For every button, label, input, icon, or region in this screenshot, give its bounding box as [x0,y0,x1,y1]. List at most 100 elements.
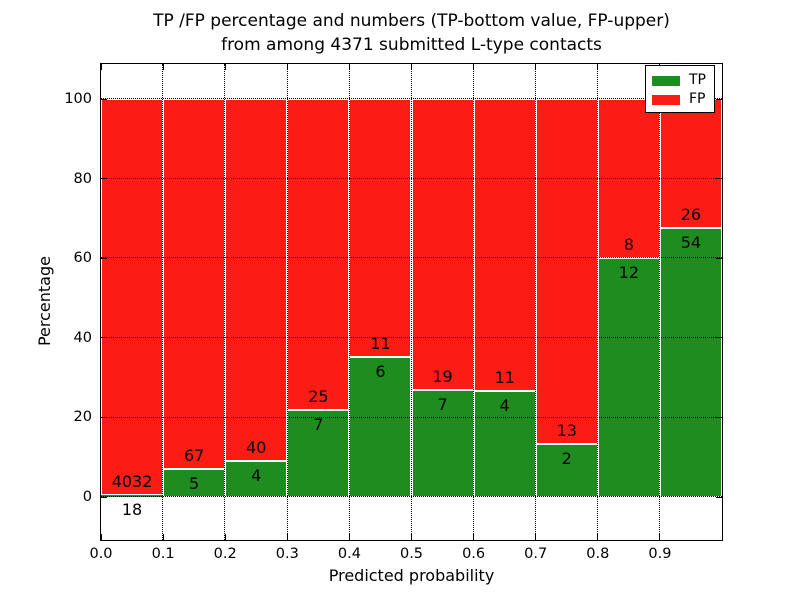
x-tick-mark [473,534,475,540]
fp-bar [411,99,474,390]
x-tick-label: 0.9 [648,546,672,562]
fp-bar [225,99,288,461]
x-tick-label: 0.1 [151,546,175,562]
h-gridline [101,337,722,339]
tp-bar [101,495,164,497]
y-tick-label: 100 [64,91,92,107]
x-tick-label: 0.6 [462,546,486,562]
x-axis-label: Predicted probability [328,566,495,585]
x-tick-mark [411,64,412,70]
x-tick-label: 0.7 [524,546,548,562]
y-tick-mark [101,496,107,498]
h-gridline [101,416,722,418]
v-gridline [286,64,288,540]
x-tick-mark [100,64,102,70]
tp-count-label: 7 [313,414,324,434]
tp-count-label: 6 [375,361,386,381]
x-tick-mark [224,64,226,70]
fp-count-label: 19 [432,366,453,386]
x-tick-mark [100,534,102,540]
fp-legend-swatch [652,94,680,105]
h-gridline [101,257,722,259]
x-tick-mark [535,534,537,540]
fp-bar [535,99,598,444]
v-gridline [472,64,474,540]
tp-count-label: 18 [121,500,143,520]
tp-count-label: 12 [618,263,640,283]
y-axis-label: Percentage [35,256,54,347]
x-tick-label: 0.5 [399,546,424,562]
fp-legend-label: FP [689,91,706,107]
x-tick-mark [162,64,164,70]
fp-bar [473,99,536,391]
x-tick-mark [659,534,661,540]
fp-count-label: 67 [183,446,205,466]
x-tick-mark [411,534,412,540]
fp-count-label: 11 [370,333,391,353]
fp-count-label: 40 [246,437,267,457]
h-gridline [101,98,722,100]
tp-count-label: 5 [189,474,200,494]
y-tick-label: 20 [73,409,92,426]
y-tick-mark [101,416,107,418]
x-tick-mark [224,534,226,540]
x-tick-label: 0.0 [89,546,113,562]
fp-bar [659,99,722,229]
x-tick-mark [473,64,475,70]
v-gridline [410,64,412,540]
tp-count-label: 4 [499,395,510,415]
chart-title: TP /FP percentage and numbers (TP-bottom… [100,9,723,57]
fp-bar [349,99,412,357]
v-gridline [348,64,350,540]
x-tick-label: 0.3 [275,546,299,562]
tp-legend-swatch [652,75,680,86]
y-tick-mark [716,496,722,498]
x-tick-mark [597,534,599,540]
y-tick-label: 0 [82,489,92,505]
tp-count-label: 7 [437,394,448,414]
x-tick-mark [348,64,350,70]
chart-title-line1: TP /FP percentage and numbers (TP-bottom… [153,11,670,31]
tp-count-label: 2 [561,448,572,468]
x-tick-label: 0.4 [337,546,361,562]
x-tick-mark [162,534,164,540]
y-tick-mark [716,416,722,418]
fp-bar [163,99,226,470]
v-gridline [162,64,164,540]
fp-count-label: 26 [680,205,702,225]
x-tick-mark [348,534,350,540]
y-tick-label: 40 [73,329,92,346]
y-tick-mark [101,337,107,339]
y-tick-mark [101,257,107,259]
v-gridline [224,64,226,540]
plot-area: 4032 18 67 5 40 4 25 7 11 6 19 7 11 4 13 2 8 12 26 54 [100,63,723,541]
fp-bar [287,99,350,410]
y-tick-label: 60 [73,250,92,267]
tp-bar [349,356,412,497]
x-tick-mark [597,64,599,70]
y-tick-mark [101,178,107,180]
v-gridline [659,64,661,540]
y-tick-mark [716,178,722,180]
legend: TP FP [645,65,715,113]
x-tick-mark [286,534,288,540]
y-tick-label: 80 [73,170,92,187]
fp-count-label: 25 [308,386,329,406]
chart-title-line2: from among 4371 submitted L-type contact… [221,35,602,55]
fp-count-label: 4032 [111,472,153,492]
y-tick-mark [716,337,722,339]
tp-bar [597,258,660,497]
h-gridline [101,496,722,498]
tp-count-label: 54 [680,233,702,253]
h-gridline [101,177,722,179]
x-tick-label: 0.2 [213,546,237,562]
x-tick-mark [286,64,288,70]
tp-bar [659,228,722,497]
y-tick-mark [716,257,722,259]
y-tick-mark [716,98,722,100]
y-tick-mark [101,98,107,100]
legend-entry-tp: TP [646,71,714,90]
fp-bar [101,99,164,496]
x-tick-label: 0.8 [586,546,610,562]
